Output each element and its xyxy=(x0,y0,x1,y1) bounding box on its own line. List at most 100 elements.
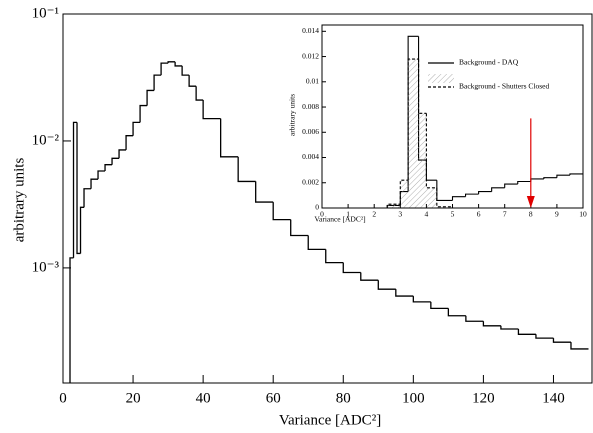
histogram-step xyxy=(504,183,518,188)
histogram-step xyxy=(237,156,256,183)
hatch-bar xyxy=(408,59,419,208)
histogram-step xyxy=(118,149,127,159)
y-tick-label: 10⁻² xyxy=(32,132,60,148)
histogram-step xyxy=(552,338,571,343)
x-tick-label: 4 xyxy=(425,210,429,219)
histogram-step xyxy=(543,177,557,179)
inset-bg xyxy=(322,25,583,208)
histogram-step xyxy=(307,235,326,251)
histogram-step xyxy=(447,308,466,317)
x-tick-label: 60 xyxy=(266,390,281,406)
y-axis-label: arbitrary units xyxy=(11,158,27,243)
histogram-step xyxy=(153,74,162,91)
histogram-step xyxy=(465,315,484,322)
histogram-step xyxy=(90,178,99,189)
x-tick-label: 20 xyxy=(126,390,141,406)
x-tick-label: 9 xyxy=(555,210,559,219)
histogram-step xyxy=(195,86,204,101)
histogram-step xyxy=(500,325,519,330)
histogram-step xyxy=(360,272,379,281)
hatch-bar xyxy=(400,180,409,208)
y-tick-label: 0.006 xyxy=(302,127,319,136)
y-tick-label: 0.012 xyxy=(302,51,319,60)
histogram-step xyxy=(132,121,141,136)
y-tick-label: 10⁻¹ xyxy=(32,5,59,21)
y-tick-label: 0.014 xyxy=(302,26,319,35)
x-tick-label: 8 xyxy=(529,210,533,219)
histogram-step xyxy=(290,219,309,237)
histogram-step xyxy=(395,289,414,297)
x-tick-label: 7 xyxy=(503,210,507,219)
histogram-step xyxy=(174,61,183,67)
histogram-step xyxy=(430,301,449,310)
x-tick-label: 80 xyxy=(336,390,351,406)
histogram-step xyxy=(79,206,85,254)
histogram-step xyxy=(517,329,536,335)
y-tick-label: 10⁻³ xyxy=(32,259,60,275)
y-tick-label: 0.008 xyxy=(302,102,319,111)
histogram-step xyxy=(436,187,453,208)
histogram-step xyxy=(478,191,492,195)
histogram-step xyxy=(72,121,78,258)
histogram-step xyxy=(386,203,401,208)
x-tick-label: 100 xyxy=(402,390,425,406)
histogram-step xyxy=(342,262,361,274)
hatch-bar xyxy=(387,204,401,208)
histogram-step xyxy=(97,170,106,180)
histogram-step xyxy=(111,157,120,165)
histogram-step xyxy=(181,65,190,76)
hatch-bar xyxy=(418,113,427,208)
histogram-step xyxy=(517,180,531,185)
x-tick-label: 40 xyxy=(196,390,211,406)
histogram-step xyxy=(451,196,466,201)
x-tick-label: 140 xyxy=(542,390,565,406)
legend-label: Background - DAQ xyxy=(459,58,519,67)
histogram-step xyxy=(325,249,344,264)
plot-area xyxy=(63,61,589,388)
hatch-bar xyxy=(436,206,453,208)
histogram-step xyxy=(146,89,155,106)
x-tick-label: 1 xyxy=(346,210,350,219)
histogram-step xyxy=(69,257,74,383)
frame xyxy=(62,13,593,384)
y-tick-label: 0.01 xyxy=(306,77,319,86)
histogram-step xyxy=(399,179,409,205)
histogram-step xyxy=(491,187,505,192)
histogram-step xyxy=(76,122,81,255)
x-tick-label: 5 xyxy=(451,210,455,219)
x-tick-label: 6 xyxy=(477,210,481,219)
histogram-step xyxy=(219,118,239,158)
histogram-step xyxy=(202,100,221,120)
x-tick-label: 2 xyxy=(372,210,376,219)
legend-label: Background - Shutters Closed xyxy=(459,82,549,91)
x-tick-label: 0 xyxy=(59,390,67,406)
histogram-step xyxy=(535,334,554,339)
histogram-step xyxy=(407,58,419,181)
histogram-step xyxy=(83,188,92,208)
inset-x-axis-label: Variance [ADC²] xyxy=(314,215,365,224)
histogram-step xyxy=(570,342,589,350)
x-tick-label: 120 xyxy=(472,390,495,406)
histogram-step xyxy=(569,173,583,176)
histogram-step xyxy=(160,62,169,76)
x-tick-label: 0 xyxy=(320,210,324,219)
histogram-step xyxy=(556,174,570,178)
histogram-step xyxy=(465,193,479,197)
histogram-step xyxy=(139,104,148,123)
inset-y-axis-label: arbitrary units xyxy=(288,94,297,136)
histogram-step xyxy=(425,113,437,189)
y-tick-label: 0.004 xyxy=(302,152,319,161)
x-axis-label: Variance [ADC²] xyxy=(279,412,381,428)
histogram-step xyxy=(63,383,70,388)
histogram-step xyxy=(255,181,274,203)
y-tick-label: 0.002 xyxy=(302,177,319,186)
arrow-head xyxy=(526,196,535,208)
histogram-step xyxy=(412,296,431,303)
hatch-bar xyxy=(426,187,437,208)
histogram-step xyxy=(167,61,176,64)
histogram-step xyxy=(272,202,291,221)
histogram-step xyxy=(188,75,197,87)
legend-hatch xyxy=(428,74,454,83)
x-tick-label: 3 xyxy=(398,210,402,219)
histogram-step xyxy=(104,164,113,171)
